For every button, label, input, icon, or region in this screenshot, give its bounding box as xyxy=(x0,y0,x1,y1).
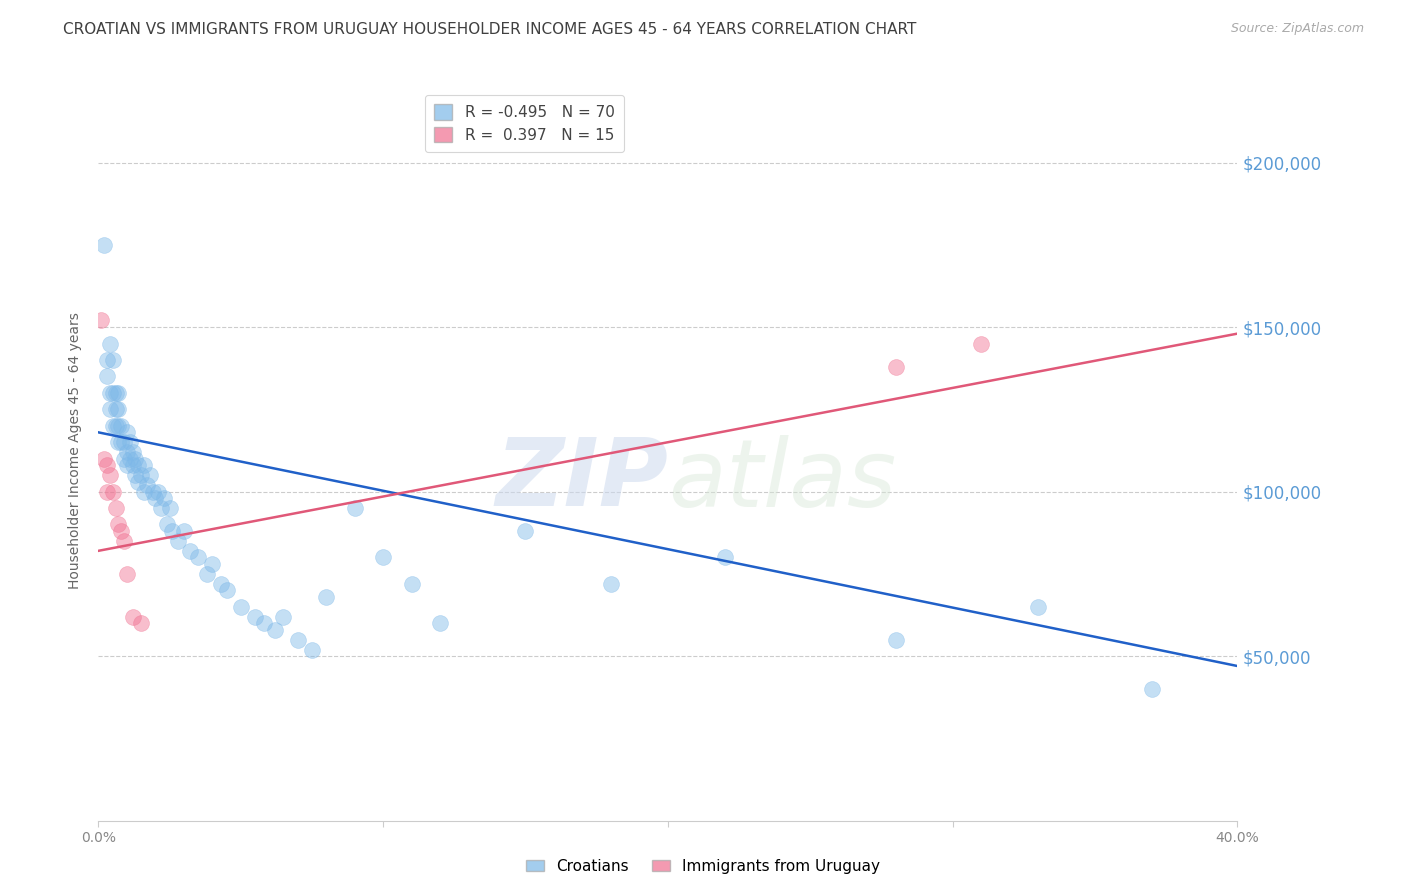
Point xyxy=(145,491,167,505)
Point xyxy=(153,491,176,505)
Point xyxy=(264,623,287,637)
Point xyxy=(173,524,195,538)
Point xyxy=(112,451,135,466)
Point xyxy=(104,385,127,400)
Point xyxy=(107,435,129,450)
Point xyxy=(884,359,907,374)
Y-axis label: Householder Income Ages 45 - 64 years: Householder Income Ages 45 - 64 years xyxy=(69,312,83,589)
Point xyxy=(115,445,138,459)
Point xyxy=(127,475,149,489)
Point xyxy=(115,458,138,473)
Point xyxy=(401,576,423,591)
Text: Source: ZipAtlas.com: Source: ZipAtlas.com xyxy=(1230,22,1364,36)
Point xyxy=(150,501,173,516)
Point xyxy=(115,566,138,581)
Point xyxy=(124,451,146,466)
Point xyxy=(148,484,170,499)
Point xyxy=(167,533,190,548)
Point xyxy=(132,484,155,499)
Point xyxy=(215,583,238,598)
Point xyxy=(187,550,209,565)
Point xyxy=(96,484,118,499)
Point xyxy=(104,501,127,516)
Point xyxy=(129,468,152,483)
Point xyxy=(96,369,118,384)
Point xyxy=(107,385,129,400)
Point xyxy=(135,478,157,492)
Point xyxy=(101,484,124,499)
Text: atlas: atlas xyxy=(668,434,896,525)
Point xyxy=(98,402,121,417)
Point xyxy=(343,501,366,516)
Legend: R = -0.495   N = 70, R =  0.397   N = 15: R = -0.495 N = 70, R = 0.397 N = 15 xyxy=(425,95,624,152)
Point xyxy=(107,418,129,433)
Point xyxy=(884,632,907,647)
Point xyxy=(104,402,127,417)
Point xyxy=(129,616,152,631)
Point xyxy=(110,524,132,538)
Point xyxy=(301,642,323,657)
Point xyxy=(315,590,337,604)
Point xyxy=(101,353,124,368)
Point xyxy=(515,524,537,538)
Point xyxy=(121,458,143,473)
Point xyxy=(243,609,266,624)
Point xyxy=(110,418,132,433)
Point xyxy=(600,576,623,591)
Point xyxy=(121,609,143,624)
Point xyxy=(112,533,135,548)
Point xyxy=(118,435,141,450)
Point xyxy=(970,336,993,351)
Point xyxy=(159,501,181,516)
Point xyxy=(209,576,232,591)
Point xyxy=(118,451,141,466)
Point xyxy=(1026,599,1049,614)
Point xyxy=(156,517,179,532)
Text: ZIP: ZIP xyxy=(495,434,668,526)
Point xyxy=(373,550,395,565)
Text: CROATIAN VS IMMIGRANTS FROM URUGUAY HOUSEHOLDER INCOME AGES 45 - 64 YEARS CORREL: CROATIAN VS IMMIGRANTS FROM URUGUAY HOUS… xyxy=(63,22,917,37)
Point xyxy=(138,468,160,483)
Point xyxy=(273,609,295,624)
Point xyxy=(90,313,112,327)
Point xyxy=(96,458,118,473)
Point xyxy=(98,385,121,400)
Point xyxy=(98,336,121,351)
Point xyxy=(104,418,127,433)
Point xyxy=(714,550,737,565)
Point xyxy=(115,425,138,440)
Point xyxy=(229,599,252,614)
Point xyxy=(429,616,451,631)
Point xyxy=(101,385,124,400)
Point xyxy=(107,517,129,532)
Point xyxy=(112,435,135,450)
Point xyxy=(127,458,149,473)
Point xyxy=(252,616,274,631)
Point xyxy=(287,632,309,647)
Point xyxy=(201,557,224,571)
Legend: Croatians, Immigrants from Uruguay: Croatians, Immigrants from Uruguay xyxy=(520,853,886,880)
Point xyxy=(107,402,129,417)
Point xyxy=(93,451,115,466)
Point xyxy=(132,458,155,473)
Point xyxy=(98,468,121,483)
Point xyxy=(195,566,218,581)
Point xyxy=(179,544,201,558)
Point xyxy=(141,484,163,499)
Point xyxy=(101,418,124,433)
Point xyxy=(162,524,184,538)
Point xyxy=(121,445,143,459)
Point xyxy=(96,353,118,368)
Point xyxy=(93,237,115,252)
Point xyxy=(124,468,146,483)
Point xyxy=(1140,681,1163,696)
Point xyxy=(110,435,132,450)
